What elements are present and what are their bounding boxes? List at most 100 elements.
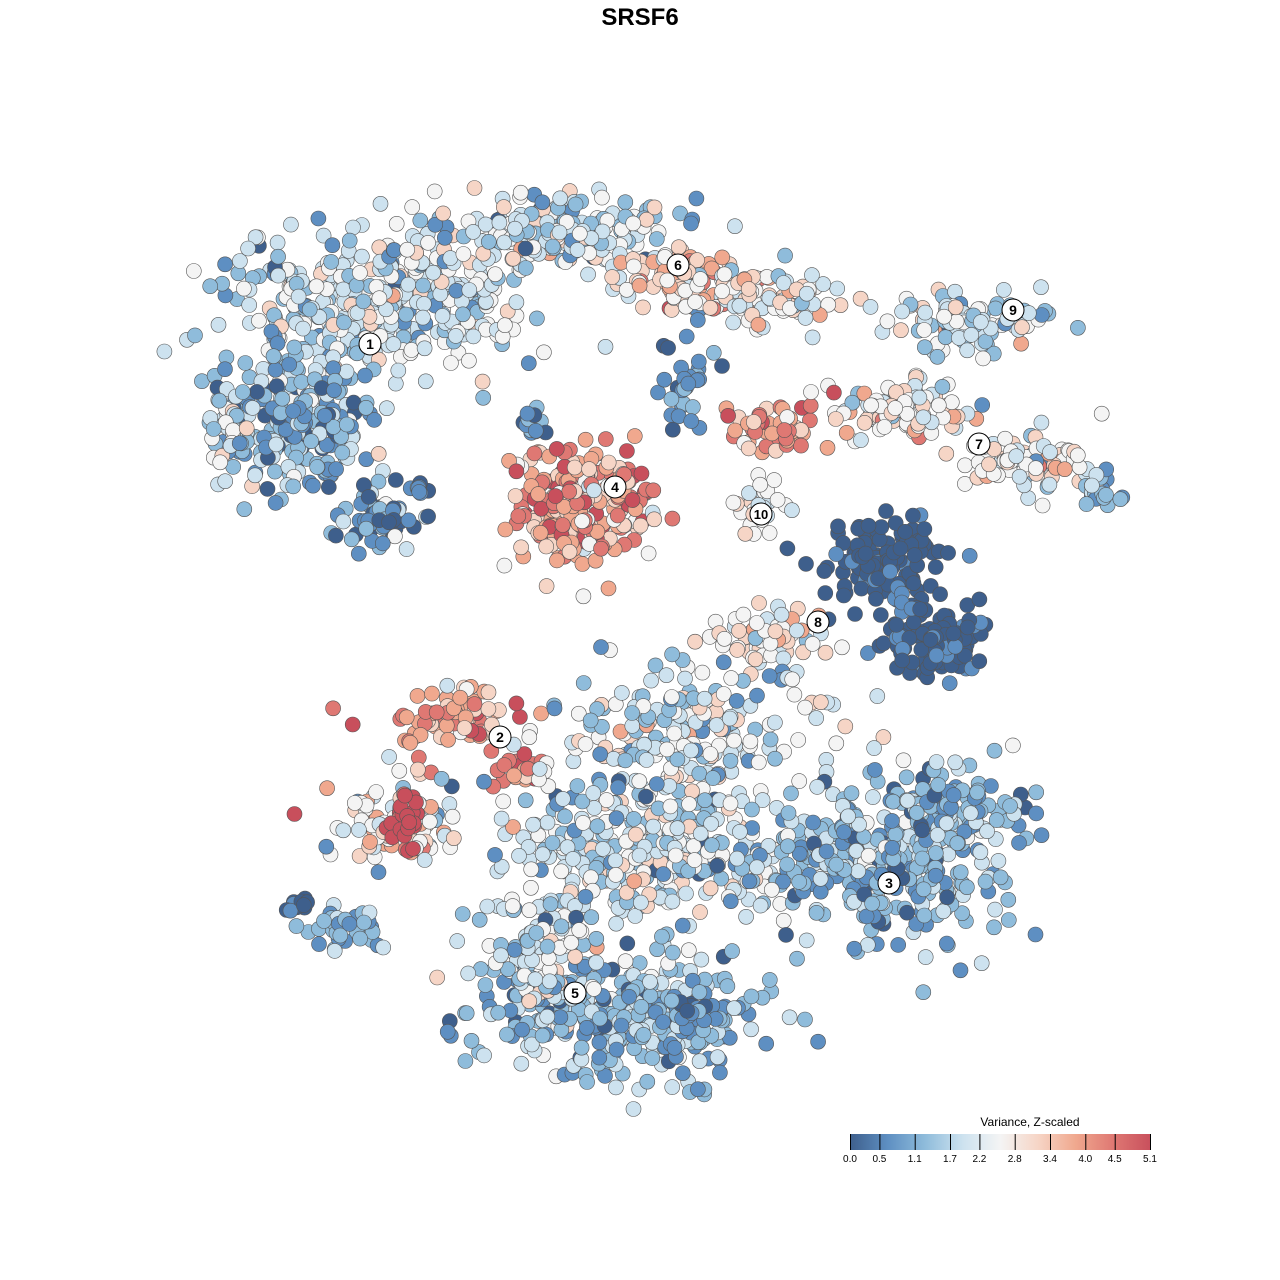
- cell-point: [945, 787, 962, 803]
- cell-point: [702, 299, 719, 316]
- cell-point: [574, 513, 590, 530]
- legend-tick-label: 0.5: [872, 1154, 887, 1165]
- cell-point: [319, 780, 335, 797]
- cell-point: [727, 218, 743, 234]
- cell-point: [696, 690, 713, 707]
- cell-point: [635, 299, 651, 316]
- cell-point: [269, 234, 286, 251]
- cell-point: [632, 517, 649, 534]
- cell-point: [508, 294, 525, 311]
- cell-point: [311, 936, 327, 952]
- cell-point: [716, 266, 733, 283]
- cell-point: [617, 953, 634, 970]
- cell-point: [335, 281, 352, 298]
- cell-point: [913, 641, 930, 658]
- cell-point: [898, 769, 915, 786]
- cell-point: [856, 414, 873, 431]
- cell-point: [638, 752, 655, 768]
- cell-point: [890, 937, 907, 953]
- cell-point: [334, 444, 351, 461]
- cell-point: [720, 407, 736, 424]
- legend-tick-label: 1.7: [943, 1154, 957, 1165]
- cell-point: [575, 588, 592, 605]
- cell-point: [519, 405, 536, 422]
- cell-point: [761, 525, 778, 541]
- cell-point: [631, 277, 648, 294]
- cell-point: [737, 525, 754, 542]
- cell-point: [786, 686, 803, 703]
- cell-point: [947, 754, 964, 771]
- cell-point: [416, 852, 433, 868]
- cell-point: [725, 494, 742, 511]
- cell-point: [791, 874, 808, 890]
- cell-point: [666, 725, 683, 742]
- cell-point: [420, 508, 436, 525]
- cell-point: [346, 795, 363, 811]
- cell-point: [654, 928, 670, 945]
- cell-point: [973, 955, 990, 972]
- cell-point: [569, 242, 586, 258]
- cell-point: [607, 867, 624, 883]
- cell-point: [439, 1024, 456, 1040]
- cell-point: [664, 944, 681, 961]
- cell-point: [959, 619, 976, 636]
- cell-point: [521, 902, 538, 919]
- cell-point: [804, 267, 820, 283]
- cell-point: [335, 513, 352, 530]
- legend-tick-label: 3.4: [1043, 1154, 1057, 1165]
- cell-point: [352, 265, 368, 281]
- cell-point: [1028, 460, 1044, 477]
- cell-point: [959, 342, 976, 359]
- svg-text:4: 4: [611, 479, 619, 495]
- cell-point: [511, 847, 527, 864]
- cell-point: [391, 762, 408, 779]
- cell-point: [1034, 307, 1050, 323]
- cell-point: [690, 353, 707, 370]
- svg-text:3: 3: [885, 875, 893, 891]
- cell-point: [779, 540, 796, 557]
- cell-point: [749, 687, 765, 704]
- cell-point: [664, 646, 680, 663]
- cell-point: [1078, 496, 1095, 512]
- cell-point: [608, 1041, 625, 1058]
- legend-colorbar: [850, 1134, 1151, 1150]
- cell-point: [834, 639, 850, 656]
- cell-point: [358, 520, 375, 537]
- cell-point: [412, 212, 429, 229]
- cell-point: [604, 269, 621, 285]
- cell-point: [504, 898, 521, 914]
- cell-point: [350, 545, 367, 562]
- cell-point: [495, 793, 512, 810]
- cell-point: [767, 623, 784, 640]
- cell-point: [583, 909, 600, 926]
- cell-point: [608, 1079, 624, 1096]
- cell-point: [238, 420, 255, 437]
- cell-point: [690, 1081, 706, 1097]
- cell-point: [971, 653, 988, 670]
- cell-point: [828, 856, 845, 873]
- cell-point: [957, 457, 973, 474]
- cell-point: [1000, 891, 1017, 908]
- cell-point: [857, 545, 874, 562]
- cell-point: [594, 189, 610, 206]
- cell-point: [660, 340, 676, 356]
- cell-point: [692, 271, 709, 287]
- cell-point: [360, 489, 377, 505]
- cell-point: [962, 805, 979, 822]
- cell-point: [281, 356, 298, 373]
- svg-text:1: 1: [366, 336, 374, 352]
- cell-point: [987, 901, 1003, 918]
- cell-point: [533, 705, 549, 722]
- cell-point: [513, 1055, 530, 1072]
- cell-point: [1041, 476, 1058, 493]
- cell-point: [1005, 737, 1021, 754]
- cell-point: [844, 394, 861, 411]
- cell-point: [480, 701, 497, 717]
- cell-point: [566, 459, 583, 476]
- cell-point: [972, 314, 989, 330]
- cell-point: [512, 184, 529, 201]
- cell-point: [638, 788, 654, 805]
- cell-point: [428, 704, 445, 721]
- cell-point: [577, 888, 594, 905]
- cell-point: [724, 943, 740, 959]
